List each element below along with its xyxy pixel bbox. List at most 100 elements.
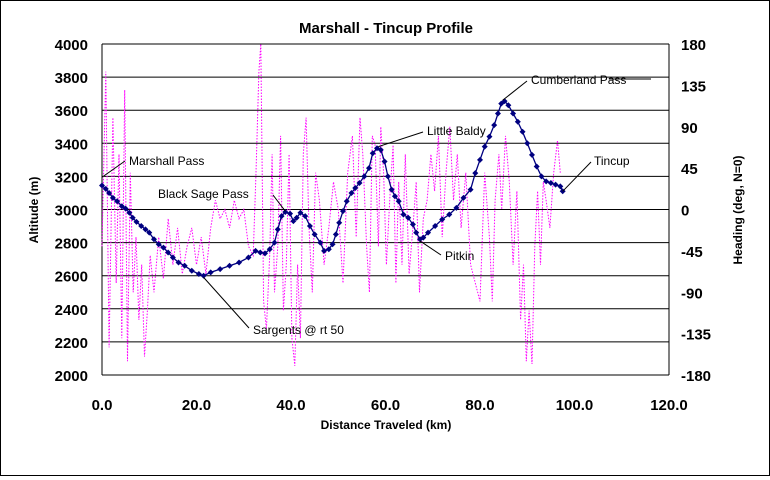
altitude-point-78: [477, 156, 483, 163]
x-tick-label-5: 100.0: [556, 397, 594, 414]
altitude-point-40: [302, 213, 309, 220]
altitude-point-65: [405, 214, 412, 221]
annotation-leader-5: [502, 80, 528, 101]
altitude-point-60: [384, 173, 391, 180]
altitude-point-53: [356, 180, 363, 187]
altitude-point-16: [165, 249, 172, 256]
x-tick-label-0: 0.0: [92, 397, 113, 414]
altitude-point-38: [293, 214, 300, 221]
altitude-point-44: [321, 247, 328, 254]
altitude-point-77: [472, 170, 479, 177]
altitude-point-93: [543, 178, 550, 185]
y2-tick-label-3: -45: [681, 244, 703, 261]
altitude-point-17: [169, 254, 176, 261]
altitude-point-9: [133, 218, 140, 225]
annotation-label-2: Sargents @ rt 50: [253, 323, 344, 337]
altitude-point-86: [510, 110, 517, 117]
annotation-label-3: Little Baldy: [427, 124, 486, 138]
altitude-point-82: [494, 110, 501, 117]
altitude-point-4: [114, 198, 121, 205]
altitude-point-42: [311, 231, 318, 238]
altitude-point-56: [369, 150, 376, 157]
x-axis-label: Distance Traveled (km): [321, 418, 452, 432]
altitude-point-94: [547, 180, 554, 187]
altitude-point-92: [538, 173, 545, 180]
altitude-point-27: [245, 254, 252, 261]
y-tick-label-6: 3200: [55, 169, 88, 186]
altitude-point-62: [391, 193, 398, 200]
y-tick-label-7: 3400: [55, 136, 88, 153]
altitude-point-64: [400, 211, 407, 218]
altitude-point-51: [348, 189, 355, 196]
altitude-point-5: [118, 203, 125, 210]
altitude-point-43: [317, 239, 324, 246]
altitude-point-15: [160, 244, 167, 251]
annotation-leader-0: [101, 160, 126, 178]
y2-tick-label-2: -90: [681, 285, 703, 302]
altitude-point-14: [155, 241, 162, 248]
y2-tick-label-7: 135: [681, 78, 706, 95]
altitude-point-24: [217, 266, 224, 273]
y-tick-label-2: 2400: [55, 302, 88, 319]
altitude-point-95: [552, 181, 559, 188]
y-tick-label-10: 4000: [55, 37, 88, 54]
altitude-point-36: [287, 210, 294, 217]
altitude-point-20: [188, 267, 195, 274]
altitude-series: [99, 98, 566, 279]
altitude-point-75: [460, 194, 467, 201]
y2-tick-label-0: -180: [681, 368, 711, 385]
y-tick-label-3: 2600: [55, 269, 88, 286]
heading-series: [101, 43, 561, 366]
gridlines: [101, 43, 670, 376]
annotation-label-6: Tincup: [594, 154, 630, 168]
y2-tick-label-1: -135: [681, 327, 711, 344]
altitude-point-52: [352, 184, 359, 191]
altitude-point-10: [138, 223, 145, 230]
y-tick-label-9: 3800: [55, 70, 88, 87]
altitude-point-6: [122, 205, 129, 212]
altitude-point-46: [329, 241, 336, 248]
altitude-point-32: [271, 239, 278, 246]
altitude-point-25: [226, 262, 233, 269]
altitude-point-47: [332, 231, 339, 238]
altitude-point-21: [195, 271, 202, 278]
altitude-point-34: [278, 213, 285, 220]
altitude-point-39: [297, 209, 304, 216]
altitude-point-28: [252, 247, 259, 254]
altitude-point-74: [453, 204, 460, 211]
annotations: Marshall Pass Black Sage Pass Sargents @ r…: [101, 73, 651, 337]
altitude-point-81: [491, 122, 498, 129]
altitude-point-3: [109, 194, 116, 201]
altitude-point-76: [467, 186, 474, 193]
altitude-point-63: [395, 198, 402, 205]
altitude-point-13: [150, 236, 157, 243]
altitude-point-71: [432, 223, 439, 230]
altitude-point-29: [257, 249, 264, 256]
altitude-point-58: [377, 146, 384, 153]
altitude-point-67: [413, 229, 420, 236]
altitude-point-19: [181, 262, 188, 269]
annotation-leader-1: [272, 194, 286, 212]
altitude-point-30: [262, 250, 269, 257]
y-tick-label-4: 2800: [55, 236, 88, 253]
altitude-point-35: [282, 208, 289, 215]
altitude-point-70: [425, 229, 432, 236]
altitude-point-88: [519, 128, 526, 135]
altitude-point-91: [533, 163, 540, 170]
altitude-point-96: [557, 183, 564, 190]
annotation-label-0: Marshall Pass: [129, 154, 204, 168]
altitude-point-49: [339, 208, 346, 215]
altitude-point-1: [102, 185, 109, 192]
altitude-point-66: [409, 221, 416, 228]
altitude-point-22: [200, 272, 207, 279]
annotation-leader-3: [378, 131, 424, 148]
y2-tick-label-8: 180: [681, 37, 706, 54]
y-tick-label-1: 2200: [55, 335, 88, 352]
x-tick-label-1: 20.0: [182, 397, 211, 414]
altitude-point-55: [365, 165, 372, 172]
y-tick-label-0: 2000: [55, 368, 88, 385]
altitude-point-23: [207, 269, 214, 276]
chart-title: Marshall - Tincup Profile: [299, 20, 473, 37]
